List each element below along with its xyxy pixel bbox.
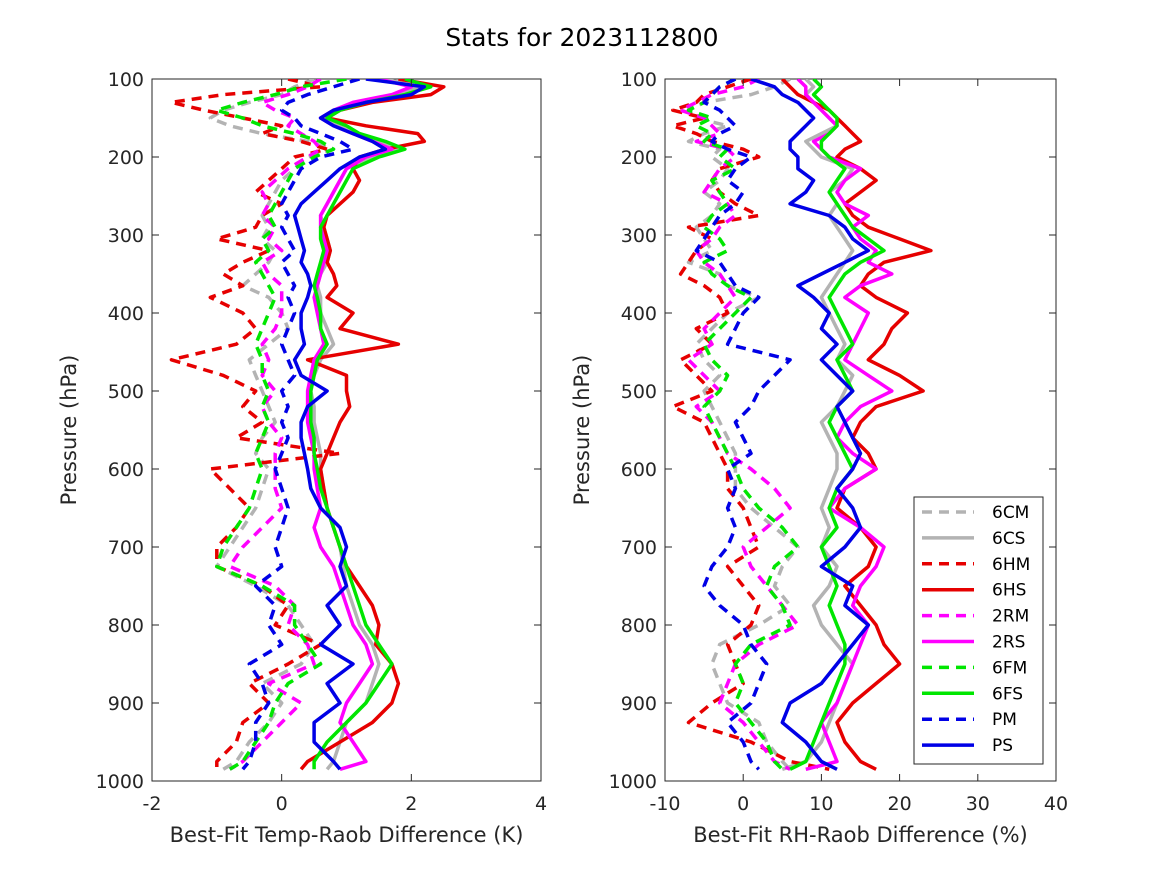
legend-label-2RM: 2RM <box>992 607 1029 627</box>
legend-label-6FM: 6FM <box>992 658 1027 678</box>
y-tick-label: 500 <box>108 381 144 403</box>
y-tick-label: 800 <box>621 615 657 637</box>
legend-box <box>913 496 1044 765</box>
y-tick-label: 600 <box>621 459 657 481</box>
x-tick-label: 40 <box>1044 793 1068 815</box>
x-tick-label: 0 <box>737 793 749 815</box>
series-line-6HS <box>299 79 446 771</box>
series-line-6HS <box>781 79 933 771</box>
legend-label-6CM: 6CM <box>992 503 1029 523</box>
x-tick-label: -10 <box>649 793 680 815</box>
legend-label-PM: PM <box>992 710 1017 730</box>
legend-label-6HM: 6HM <box>992 555 1030 575</box>
series-line-6HM <box>169 79 342 770</box>
legend-label-PS: PS <box>992 736 1013 756</box>
x-axis-label: Best-Fit RH-Raob Difference (%) <box>693 823 1027 847</box>
y-tick-label: 200 <box>621 147 657 169</box>
y-tick-label: 900 <box>108 693 144 715</box>
legend-label-6HS: 6HS <box>992 581 1026 601</box>
x-axis-label: Best-Fit Temp-Raob Difference (K) <box>170 823 524 847</box>
series-line-6FM <box>215 79 347 771</box>
y-tick-label: 700 <box>621 537 657 559</box>
x-tick-label: 20 <box>888 793 912 815</box>
y-tick-label: 400 <box>108 303 144 325</box>
series-line-6FS <box>789 79 886 771</box>
chart-title: Stats for 2023112800 <box>445 23 718 52</box>
legend-label-6FS: 6FS <box>992 684 1023 704</box>
y-tick-label: 500 <box>621 381 657 403</box>
x-tick-label: 0 <box>276 793 288 815</box>
series-line-2RM <box>678 79 800 771</box>
series-line-PS <box>750 79 871 771</box>
x-tick-label: 10 <box>809 793 833 815</box>
x-tick-label: 30 <box>966 793 990 815</box>
y-tick-label: 100 <box>621 69 657 91</box>
series-line-2RM <box>228 79 323 771</box>
x-tick-label: 2 <box>405 793 417 815</box>
series-line-6FS <box>309 79 433 770</box>
y-tick-label: 400 <box>621 303 657 325</box>
y-axis-label: Pressure (hPa) <box>570 355 594 506</box>
series-line-PM <box>694 79 792 771</box>
legend-label-2RS: 2RS <box>992 633 1025 653</box>
series-line-6CM <box>686 79 800 771</box>
series-line-PM <box>241 79 361 771</box>
y-tick-label: 100 <box>108 69 144 91</box>
y-tick-label: 900 <box>621 693 657 715</box>
x-tick-label: 4 <box>535 793 547 815</box>
y-tick-label: 600 <box>108 459 144 481</box>
y-tick-label: 200 <box>108 147 144 169</box>
plot-area <box>151 78 542 782</box>
y-tick-label: 700 <box>108 537 144 559</box>
panel-1: 100 200 300 400 500 600 700 800 900 1000-2 0 2 4 Best… <box>57 69 547 847</box>
series-line-6CM <box>208 79 336 771</box>
legend: 6CM 6CS 6HM 6HS 2RM 2RS 6FM 6FS PM PS <box>913 496 1044 765</box>
series-group <box>169 79 446 771</box>
series-line-6FM <box>686 79 800 771</box>
series-line-6HM <box>671 79 830 772</box>
y-tick-label: 1000 <box>609 771 657 793</box>
series-line-PS <box>292 79 427 771</box>
x-tick-label: -2 <box>143 793 162 815</box>
y-tick-label: 300 <box>621 225 657 247</box>
series-line-6CS <box>781 79 855 771</box>
y-tick-label: 800 <box>108 615 144 637</box>
y-axis-label: Pressure (hPa) <box>57 355 81 506</box>
series-group <box>671 79 933 772</box>
y-tick-label: 1000 <box>96 771 144 793</box>
y-tick-label: 300 <box>108 225 144 247</box>
legend-label-6CS: 6CS <box>992 529 1025 549</box>
series-line-6CS <box>309 79 420 771</box>
